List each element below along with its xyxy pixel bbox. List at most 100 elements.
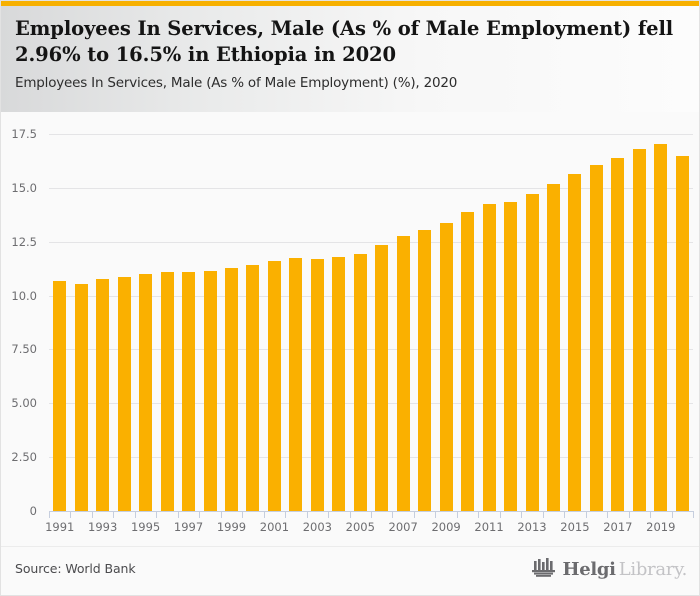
x-axis-tick-label: 1997 — [173, 520, 204, 534]
bar-2005[interactable] — [353, 253, 367, 511]
x-axis-tick — [671, 511, 673, 518]
x-axis-tick-label: 2001 — [259, 520, 290, 534]
x-axis-tick — [156, 511, 158, 518]
bar-2016[interactable] — [589, 165, 603, 511]
y-axis-tick-label: 5.00 — [11, 396, 37, 411]
x-axis-tick-label: 2005 — [345, 520, 375, 534]
gridline — [49, 295, 693, 297]
x-axis-tick — [177, 511, 179, 518]
x-axis-tick-label: 1993 — [88, 520, 118, 534]
x-axis-tick — [220, 511, 222, 518]
x-axis-tick-label: 1995 — [130, 520, 161, 534]
bar-1991[interactable] — [53, 280, 67, 511]
bar-2009[interactable] — [439, 223, 453, 511]
bar-1996[interactable] — [160, 271, 174, 511]
y-axis-tick-label: 17.5 — [11, 127, 37, 141]
bar-2002[interactable] — [289, 257, 303, 511]
brand-logo[interactable]: Helgi Library. — [531, 556, 687, 582]
x-axis-tick — [113, 511, 115, 518]
x-axis-tick — [499, 511, 501, 518]
bar-2014[interactable] — [546, 183, 560, 511]
bar-2006[interactable] — [375, 244, 389, 511]
x-axis-tick — [478, 511, 480, 518]
gridline — [49, 241, 693, 243]
bar-2010[interactable] — [461, 211, 475, 511]
x-axis-tick — [285, 511, 287, 518]
y-axis-tick-label: 7.50 — [11, 342, 37, 357]
x-axis-tick-label: 2003 — [302, 520, 332, 534]
source-label: Source: World Bank — [15, 561, 136, 576]
x-axis-tick — [263, 511, 265, 518]
bar-2013[interactable] — [525, 194, 539, 511]
x-axis-tick — [585, 511, 587, 518]
x-axis-tick — [392, 511, 394, 518]
bar-2018[interactable] — [632, 149, 646, 511]
bar-1992[interactable] — [74, 283, 88, 511]
bar-2003[interactable] — [310, 258, 324, 511]
bar-2007[interactable] — [396, 236, 410, 511]
x-axis-tick-label: 1999 — [216, 520, 247, 534]
x-axis-tick — [134, 511, 136, 518]
y-axis-tick-label: 15.0 — [11, 180, 37, 195]
x-axis-tick — [349, 511, 351, 518]
chart-subtitle: Employees In Services, Male (As % of Mal… — [15, 75, 458, 91]
top-accent-bar — [1, 1, 699, 6]
x-axis-tick — [521, 511, 523, 518]
plot-canvas: 17.5 15.0 12.5 10.0 7.50 5.00 2.50 0 1991 1993 19… — [11, 127, 694, 534]
bar-2015[interactable] — [568, 173, 582, 511]
x-axis-tick — [199, 511, 201, 518]
x-axis-tick-label: 2015 — [560, 520, 590, 534]
brand-name-secondary: Library. — [618, 558, 688, 580]
x-axis-tick — [693, 511, 694, 518]
helgi-building-icon — [531, 556, 557, 582]
gridline — [49, 349, 693, 351]
x-axis-tick-label: 1991 — [45, 520, 75, 534]
bar-2020[interactable] — [675, 155, 689, 511]
bar-2004[interactable] — [332, 256, 346, 511]
x-axis-tick-label: 2011 — [474, 520, 504, 534]
x-axis-tick-label: 2009 — [431, 520, 461, 534]
brand-name-primary: Helgi — [562, 558, 616, 580]
plot-area: 17.5 15.0 12.5 10.0 7.50 5.00 2.50 0 1991 1993 19… — [1, 112, 699, 546]
x-axis-tick — [242, 511, 244, 518]
gridline — [49, 187, 693, 189]
x-axis-tick — [413, 511, 415, 518]
x-axis-tick — [70, 511, 72, 518]
bar-2017[interactable] — [611, 157, 625, 511]
bar-2011[interactable] — [482, 204, 496, 511]
gridline — [49, 457, 693, 459]
x-axis-tick — [607, 511, 609, 518]
x-axis-tick-label: 2019 — [646, 520, 676, 534]
x-axis-tick — [306, 511, 308, 518]
x-axis-tick — [456, 511, 458, 518]
bar-1995[interactable] — [139, 274, 153, 511]
y-axis-tick-label: 0 — [29, 504, 37, 518]
x-axis-tick — [542, 511, 544, 518]
bar-1997[interactable] — [182, 271, 196, 511]
bar-2008[interactable] — [418, 229, 432, 511]
x-axis-tick — [49, 511, 50, 518]
x-axis-tick — [371, 511, 372, 518]
bar-1993[interactable] — [96, 279, 110, 511]
bar-2012[interactable] — [504, 201, 518, 511]
bar-1998[interactable] — [203, 270, 217, 511]
bar-2001[interactable] — [267, 261, 281, 511]
x-axis-tick — [328, 511, 330, 518]
x-axis-tick — [564, 511, 566, 518]
x-axis-tick — [628, 511, 630, 518]
x-axis-tick — [435, 511, 437, 518]
chart-footer: Source: World Bank Helgi Library. — [1, 546, 699, 595]
x-axis-tick-label: 2007 — [388, 520, 418, 534]
bar-1994[interactable] — [117, 277, 131, 511]
bar-1999[interactable] — [224, 267, 238, 511]
y-axis-tick-label: 12.5 — [11, 234, 37, 249]
bar-2000[interactable] — [246, 265, 260, 511]
y-axis-tick-label: 10.0 — [11, 288, 37, 303]
y-axis-tick-label: 2.50 — [11, 450, 37, 465]
chart-header: Employees In Services, Male (As % of Mal… — [1, 6, 699, 112]
x-axis-tick — [91, 511, 93, 518]
gridline — [49, 403, 693, 405]
bar-2019[interactable] — [654, 143, 668, 511]
gridline — [49, 134, 693, 135]
